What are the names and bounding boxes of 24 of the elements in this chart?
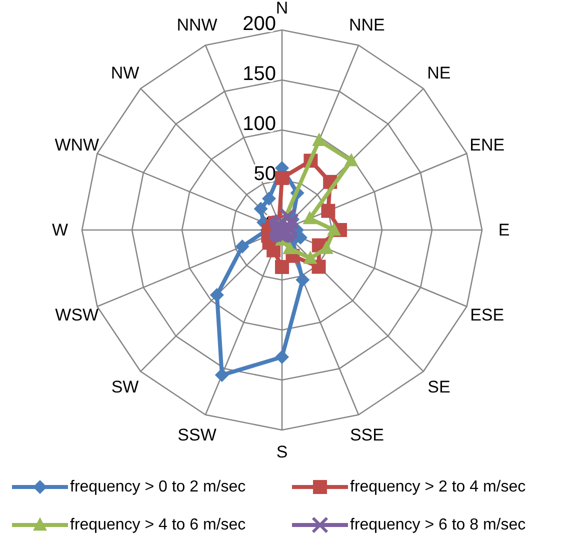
spoke-label: NNE	[349, 15, 385, 34]
legend-label: frequency > 4 to 6 m/sec	[70, 516, 246, 534]
spoke-label: WNW	[54, 136, 100, 155]
spoke-label: SE	[428, 377, 450, 396]
y-tick-label: 200	[242, 13, 276, 35]
y-tick-label: 150	[242, 63, 276, 85]
spoke-label: W	[52, 220, 68, 240]
spoke-label: WSW	[55, 305, 99, 324]
spoke-label: ENE	[470, 136, 505, 155]
legend-label: frequency > 0 to 2 m/sec	[70, 478, 246, 496]
legend-label: frequency > 2 to 4 m/sec	[350, 478, 526, 496]
spoke-label: N	[276, 0, 288, 18]
spoke-label: NE	[427, 64, 451, 83]
y-tick-label: 50	[254, 163, 276, 185]
spoke-label: SSE	[350, 426, 384, 445]
spoke-label: SW	[111, 377, 139, 396]
spoke-label: SSW	[178, 426, 216, 445]
legend-label: frequency > 6 to 8 m/sec	[350, 516, 526, 534]
spoke-label: NW	[110, 64, 140, 83]
spoke-label: E	[498, 220, 510, 240]
spoke-label: ESE	[470, 305, 504, 324]
spoke-label: NNW	[176, 15, 218, 34]
spoke-label: S	[276, 442, 288, 462]
y-tick-label: 100	[242, 113, 276, 135]
